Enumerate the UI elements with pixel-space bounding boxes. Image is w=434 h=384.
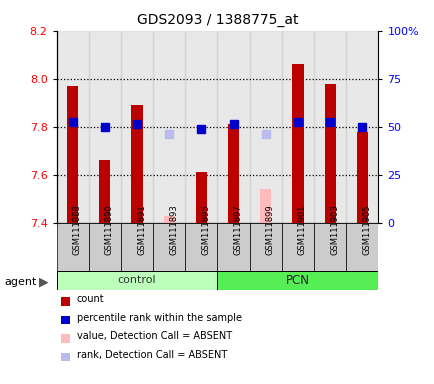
Text: ▶: ▶: [39, 276, 48, 289]
Text: GSM111891: GSM111891: [137, 205, 146, 255]
Bar: [89, 31, 121, 223]
Bar: [281, 223, 313, 271]
Text: PCN: PCN: [285, 274, 309, 287]
Bar: [260, 189, 271, 223]
Bar: [121, 223, 153, 271]
Bar: [153, 223, 185, 271]
Bar: [56, 31, 89, 223]
Text: percentile rank within the sample: percentile rank within the sample: [77, 313, 241, 323]
Bar: [89, 223, 121, 271]
Bar: [356, 131, 367, 223]
Bar: [163, 215, 174, 223]
Bar: [313, 31, 345, 223]
Bar: [185, 31, 217, 223]
Bar: [345, 223, 378, 271]
Bar: [292, 64, 303, 223]
Text: value, Detection Call = ABSENT: value, Detection Call = ABSENT: [77, 331, 232, 341]
Bar: [313, 223, 345, 271]
Text: control: control: [118, 275, 156, 285]
Text: GSM111897: GSM111897: [233, 205, 242, 255]
Bar: [121, 31, 153, 223]
Text: GSM111905: GSM111905: [362, 205, 371, 255]
Bar: [217, 271, 378, 290]
Bar: [195, 172, 207, 223]
Text: GSM111890: GSM111890: [105, 205, 114, 255]
Title: GDS2093 / 1388775_at: GDS2093 / 1388775_at: [136, 13, 298, 27]
Bar: [56, 223, 89, 271]
Bar: [56, 271, 217, 290]
Text: GSM111903: GSM111903: [329, 205, 339, 255]
Bar: [67, 86, 78, 223]
Bar: [217, 31, 249, 223]
Bar: [217, 223, 249, 271]
Text: count: count: [77, 294, 105, 305]
Bar: [324, 83, 335, 223]
Text: GSM111888: GSM111888: [72, 205, 82, 255]
Text: agent: agent: [4, 277, 36, 287]
Text: GSM111899: GSM111899: [265, 205, 274, 255]
Bar: [281, 31, 313, 223]
Bar: [99, 161, 110, 223]
Bar: [227, 124, 239, 223]
Bar: [131, 105, 142, 223]
Bar: [345, 31, 378, 223]
Bar: [153, 31, 185, 223]
Text: GSM111895: GSM111895: [201, 205, 210, 255]
Text: GSM111901: GSM111901: [297, 205, 306, 255]
Bar: [185, 223, 217, 271]
Text: rank, Detection Call = ABSENT: rank, Detection Call = ABSENT: [77, 349, 227, 360]
Bar: [249, 31, 281, 223]
Bar: [249, 223, 281, 271]
Text: GSM111893: GSM111893: [169, 205, 178, 255]
